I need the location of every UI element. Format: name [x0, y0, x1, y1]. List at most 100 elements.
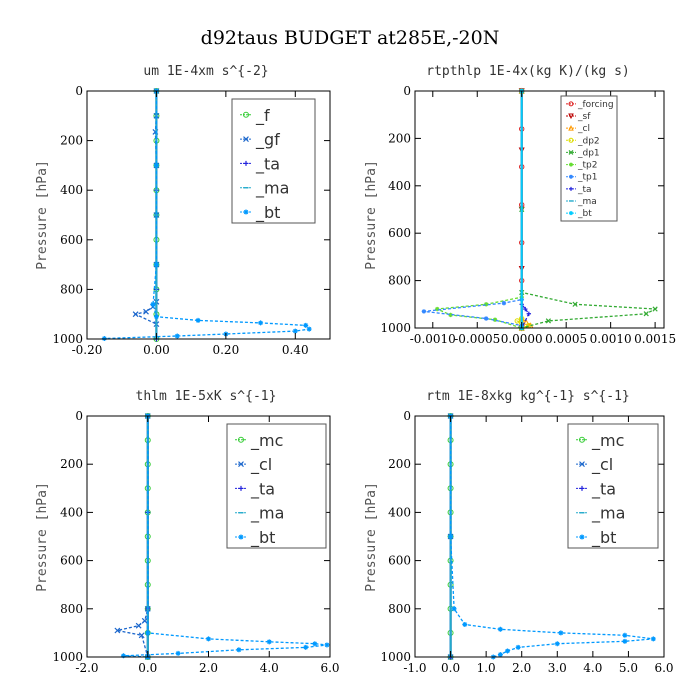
x-tick-label: 0.20	[212, 343, 239, 357]
data-point	[153, 314, 159, 320]
legend-label: _tp2	[577, 161, 597, 171]
legend-label: _ma	[250, 504, 284, 524]
panel-title: um 1E-4xm s^{-2}	[143, 64, 268, 79]
data-point	[523, 306, 528, 312]
y-tick-label: 0	[75, 409, 83, 423]
data-point	[175, 650, 181, 656]
data-point	[448, 312, 453, 318]
legend-label: _cl	[591, 455, 613, 475]
data-point	[526, 311, 532, 316]
plot-area: -2.0 0.0 2.0 4.0 6.002004006008001000_mc_cl_…	[52, 409, 339, 675]
y-tick-label: 1000	[52, 332, 83, 346]
data-point	[266, 639, 272, 645]
series-line	[133, 91, 158, 325]
data-point	[497, 626, 503, 632]
panel-rtpthlp: rtpthlp 1E-4x(kg K)/(kg s) Pressure [hPa…	[364, 64, 676, 346]
legend: _mc _cl _ta _ma _bt	[567, 423, 659, 549]
data-point	[515, 644, 521, 650]
y-tick-label: 800	[388, 274, 411, 288]
data-point	[141, 617, 148, 624]
data-point	[497, 652, 503, 658]
legend: _f _gf _ta _ma _bt	[231, 98, 316, 224]
legend-marker	[243, 160, 249, 166]
data-point	[622, 638, 628, 644]
x-tick-label: 2.0	[199, 661, 218, 675]
data-point	[558, 630, 564, 636]
plot-area: -0.20 0.00 0.20 0.4002004006008001000_f_gf_…	[52, 84, 331, 357]
y-axis-label: Pressure [hPa]	[364, 482, 379, 592]
data-point	[303, 644, 309, 650]
y-tick-label: 200	[388, 131, 411, 145]
data-point	[462, 621, 468, 627]
data-point	[143, 308, 149, 315]
legend-label: _gf	[255, 130, 280, 150]
legend-label: _ma	[255, 179, 289, 199]
series	[434, 88, 524, 331]
series-line	[434, 91, 523, 329]
data-point	[492, 317, 498, 322]
data-point	[435, 306, 440, 312]
y-tick-label: 600	[60, 554, 83, 568]
x-tick-label: 6.0	[320, 661, 339, 675]
data-point	[292, 328, 298, 334]
x-tick-label: 4.0	[583, 661, 602, 675]
legend-marker	[569, 186, 573, 191]
y-tick-label: 1000	[380, 650, 411, 664]
legend-marker	[238, 436, 244, 443]
x-tick-label: 6.0	[654, 661, 673, 675]
legend-label: _ta	[577, 185, 592, 195]
legend-label: _tp1	[577, 173, 597, 183]
legend: _forcing _sf _cl _dp2 _dp1 _tp2 _tp1 _ta _ma _bt	[560, 95, 618, 222]
legend-marker	[243, 209, 249, 215]
x-tick-label: 0.0010	[590, 332, 632, 346]
x-tick-label: 1.0	[477, 661, 496, 675]
data-point	[643, 311, 649, 317]
panel-thlm: thlm 1E-5xK s^{-1} Pressure [hPa] -2.0 0.…	[35, 389, 340, 675]
y-tick-label: 400	[388, 505, 411, 519]
legend-marker	[579, 534, 585, 540]
panel-title: rtpthlp 1E-4x(kg K)/(kg s)	[426, 64, 630, 79]
x-tick-label: -0.0010	[410, 332, 456, 346]
data-point	[572, 301, 578, 307]
x-tick-label: 2.0	[512, 661, 531, 675]
x-tick-label: 4.0	[260, 661, 279, 675]
legend-marker	[243, 111, 249, 118]
plot-frame	[86, 90, 331, 340]
legend-marker	[568, 137, 574, 143]
x-tick-label: 5.0	[619, 661, 638, 675]
legend-marker	[568, 125, 574, 131]
y-tick-label: 800	[60, 602, 83, 616]
legend-marker	[569, 211, 573, 216]
legend-label: _cl	[250, 455, 272, 475]
data-point	[652, 306, 658, 312]
panel-title: rtm 1E-8xkg kg^{-1} s^{-1}	[426, 389, 630, 404]
y-tick-label: 1000	[380, 321, 411, 335]
legend-label: _bt	[577, 209, 592, 219]
y-tick-label: 800	[388, 602, 411, 616]
legend-label: _ta	[591, 479, 616, 499]
legend-marker	[568, 113, 574, 120]
legend-label: _ma	[577, 197, 597, 207]
legend-marker	[569, 162, 573, 167]
y-axis-label: Pressure [hPa]	[364, 160, 379, 270]
y-axis-label: Pressure [hPa]	[35, 482, 50, 592]
data-point	[132, 311, 139, 318]
data-point	[554, 641, 560, 647]
plot-area: -0.0010-0.0005 0.0000 0.0005 0.0010 0.0015 0 2…	[380, 84, 676, 346]
legend-label: _f	[255, 106, 270, 126]
data-point	[514, 318, 520, 324]
legend-box	[226, 423, 327, 549]
x-tick-label: -0.20	[72, 343, 103, 357]
legend-label: _dp1	[577, 148, 600, 158]
legend-label: _mc	[591, 431, 624, 451]
y-tick-label: 1000	[52, 650, 83, 664]
plot-frame	[414, 415, 665, 658]
y-tick-label: 400	[388, 179, 411, 193]
data-point	[195, 317, 201, 323]
legend-label: _mc	[250, 431, 283, 451]
legend-label: _ta	[255, 154, 280, 174]
y-tick-label: 200	[60, 457, 83, 471]
panel-title: thlm 1E-5xK s^{-1}	[136, 389, 277, 404]
legend-marker	[579, 436, 585, 443]
